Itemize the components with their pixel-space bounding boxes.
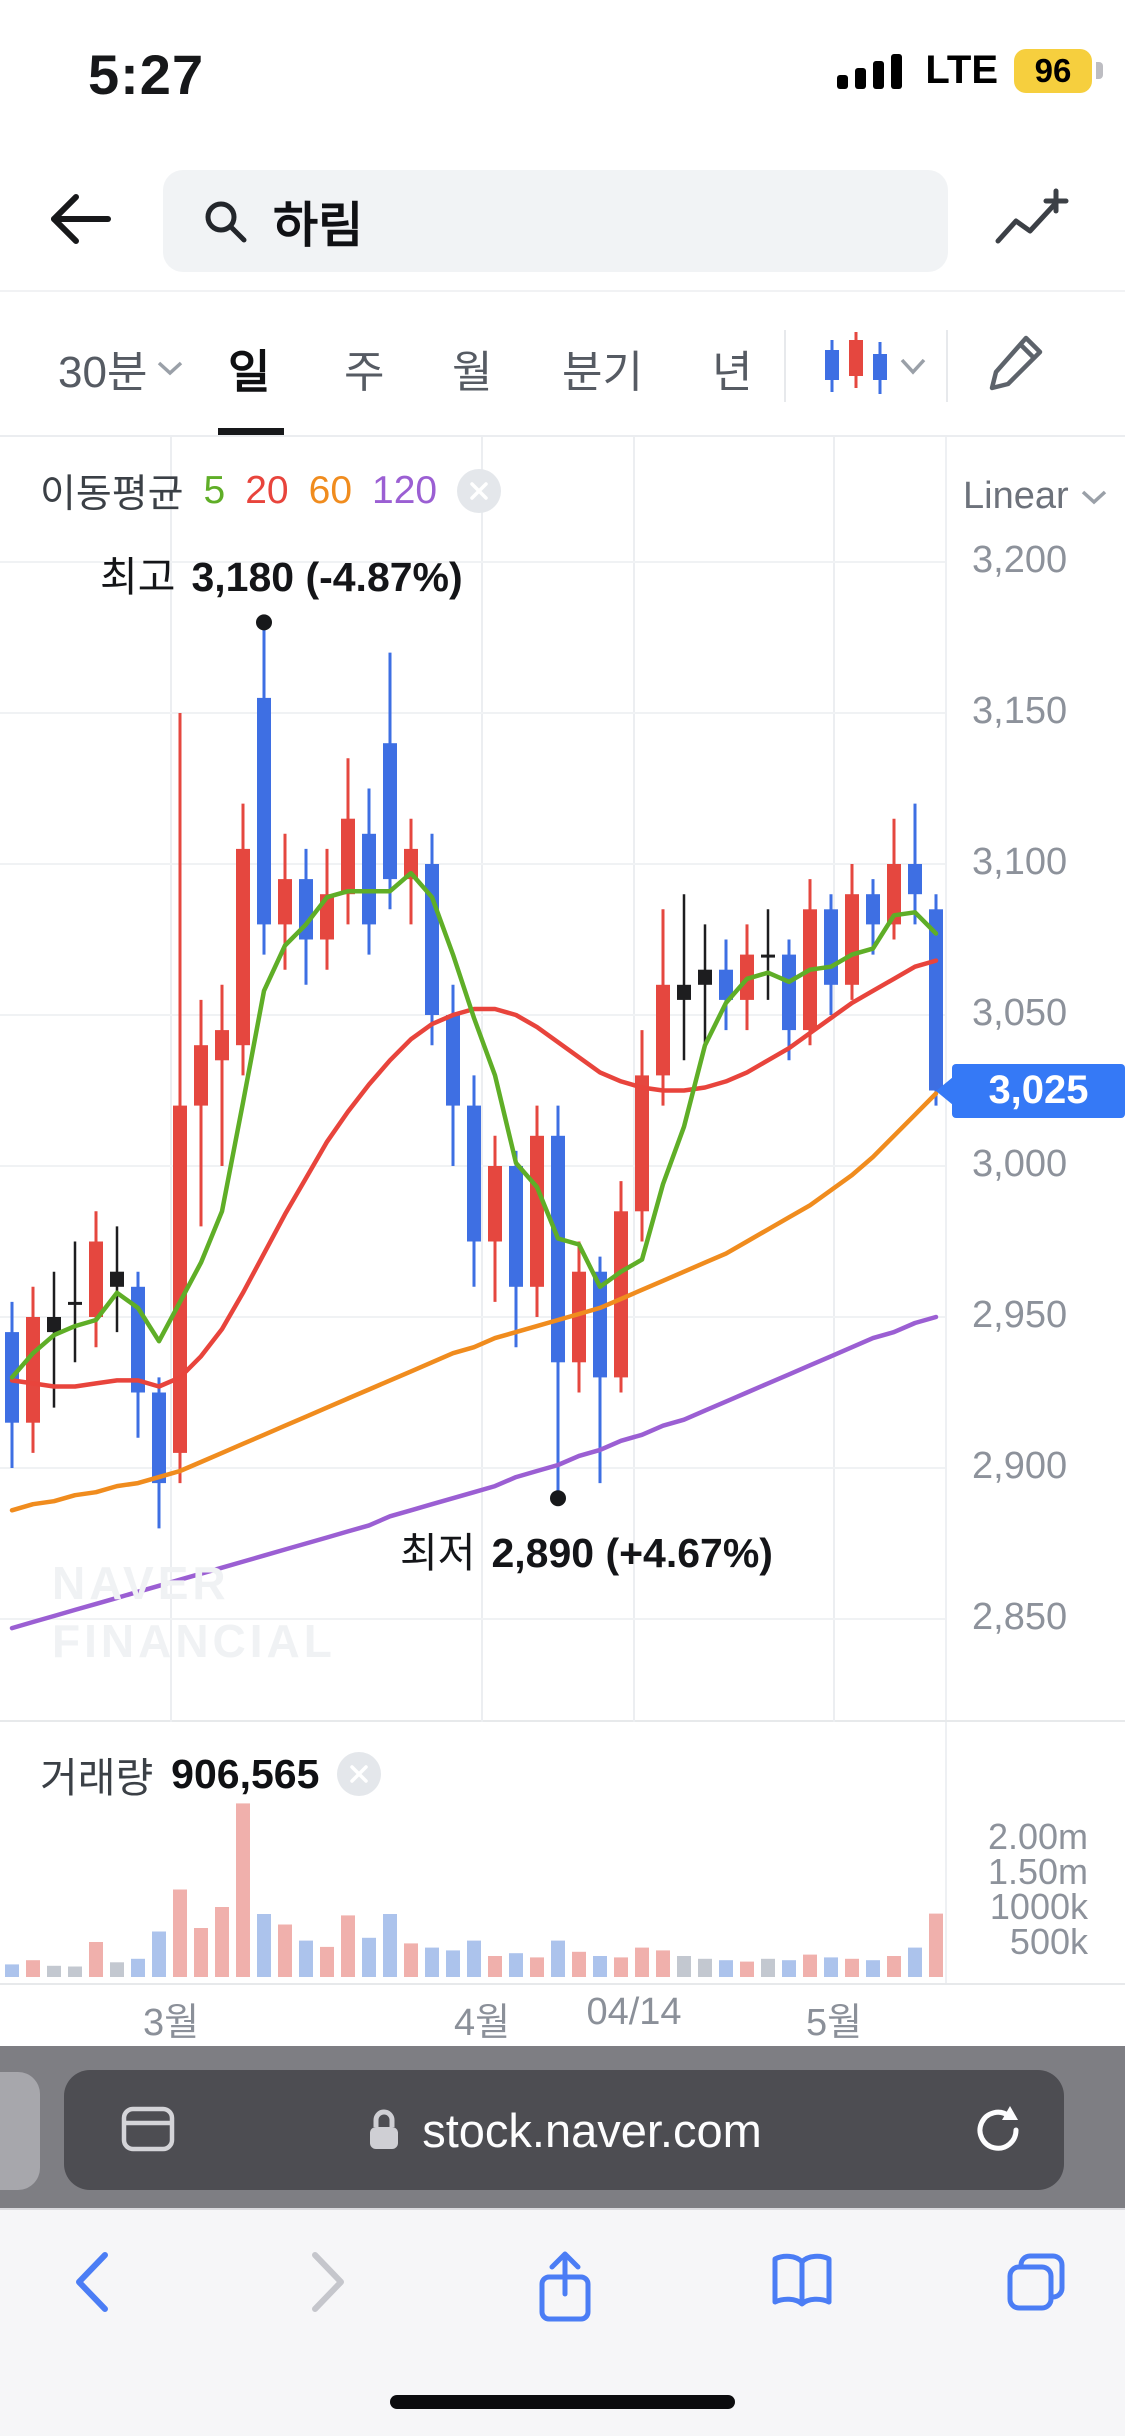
status-bar: 5:27 LTE 96 (0, 0, 1125, 155)
price-axis-label: 2,950 (972, 1294, 1068, 1336)
x-axis-label: 4월 (453, 2002, 511, 2044)
back-button[interactable] (44, 189, 114, 249)
volume-legend: 거래량 906,565 (40, 1744, 382, 1804)
volume-close-button[interactable] (337, 1752, 382, 1796)
divider (946, 330, 948, 402)
chevron-right-icon (312, 2252, 344, 2312)
bookmarks-button[interactable] (768, 2250, 836, 2317)
tab-30min[interactable]: 30분 (58, 336, 183, 400)
x-axis-label: 04/14 (586, 1991, 682, 2033)
tab-monthly[interactable]: 월 (452, 348, 493, 397)
divider (784, 330, 786, 402)
tab-daily[interactable]: 일 (228, 346, 271, 398)
volume-axis-label: 1.50m (987, 1851, 1088, 1892)
current-price-badge: 3,025 (952, 1063, 1125, 1118)
price-axis-label: 2,900 (972, 1445, 1068, 1487)
share-button[interactable] (535, 2250, 595, 2331)
pencil-icon (989, 335, 1043, 391)
moving-average-legend: 이동평균 5 20 60 120 (40, 463, 502, 519)
line-chart-plus-icon (995, 188, 1069, 244)
tab-yearly[interactable]: 년 (712, 348, 753, 397)
ma20-label: 20 (245, 469, 289, 512)
price-axis-label: 3,000 (972, 1143, 1068, 1185)
volume-axis-label: 2.00m (987, 1816, 1088, 1857)
low-annotation: 최저 2,890 (+4.67%) (400, 1530, 773, 1576)
home-indicator[interactable] (390, 2395, 735, 2409)
volume-chart[interactable] (0, 1722, 945, 1985)
scale-selector[interactable]: Linear (963, 475, 1107, 518)
candlestick-chart[interactable] (0, 437, 945, 1722)
price-axis-label: 3,150 (972, 690, 1068, 732)
page-window-icon (121, 2106, 175, 2152)
reload-button[interactable] (970, 2102, 1026, 2163)
tabs-button[interactable] (1004, 2250, 1068, 2319)
ma5-label: 5 (203, 469, 226, 512)
book-icon (772, 2253, 832, 2307)
battery-nub (1096, 62, 1103, 79)
browser-forward-button[interactable] (308, 2250, 348, 2319)
volume-value: 906,565 (171, 1750, 320, 1797)
tab-quarterly[interactable]: 분기 (562, 348, 643, 397)
close-icon (350, 1765, 369, 1783)
adjacent-tab-peek[interactable] (0, 2072, 40, 2190)
chevron-left-icon (76, 2252, 108, 2312)
header: 하림 (0, 155, 1125, 290)
chart-type-button[interactable] (818, 328, 928, 409)
reload-icon (977, 2106, 1019, 2151)
legend-title: 이동평균 (40, 473, 184, 516)
naver-financial-watermark: NAVER FINANCIAL (52, 1557, 336, 1667)
volume-axis-label: 1000k (989, 1886, 1088, 1927)
high-annotation: 최고 3,180 (-4.87%) (100, 554, 463, 600)
price-axis-label: 3,050 (972, 992, 1068, 1034)
volume-panel: 거래량 906,565 2.00m 1.50m 1000k 500k (0, 1722, 1125, 1985)
price-axis-label: 3,100 (972, 841, 1068, 883)
signal-strength-icon (837, 53, 903, 89)
x-axis-label: 3월 (142, 2002, 200, 2044)
add-chart-button[interactable] (992, 183, 1072, 259)
chevron-down-icon (1081, 490, 1106, 504)
volume-axis-label: 500k (1009, 1921, 1088, 1962)
safari-toolbar (0, 2208, 1125, 2436)
network-type-label: LTE (925, 48, 998, 92)
address-bar[interactable]: stock.naver.com (64, 2070, 1064, 2190)
axis-divider (945, 1722, 947, 1983)
legend-close-button[interactable] (457, 469, 502, 513)
tabs-icon (1007, 2253, 1065, 2311)
search-icon (205, 201, 247, 243)
page-settings-button[interactable] (120, 2104, 176, 2159)
url-label: stock.naver.com (422, 2103, 762, 2157)
chevron-down-icon (158, 361, 183, 376)
lock-icon (370, 2109, 399, 2149)
back-arrow-icon (51, 194, 111, 244)
search-input[interactable]: 하림 (163, 170, 948, 272)
price-chart-panel: 이동평균 5 20 60 120 Linear 최고 3,180 (-4.87%)… (0, 437, 1125, 1722)
close-icon (470, 482, 488, 500)
share-icon (539, 2251, 591, 2322)
ma60-label: 60 (308, 469, 353, 512)
battery-indicator: 96 (1014, 48, 1092, 93)
draw-button[interactable] (984, 328, 1050, 403)
search-query: 하림 (273, 198, 364, 253)
ma120-label: 120 (372, 469, 438, 512)
battery-percent: 96 (1034, 51, 1072, 89)
price-axis-label: 3,200 (972, 539, 1068, 581)
candlestick-type-icon (825, 332, 926, 394)
browser-back-button[interactable] (72, 2250, 112, 2319)
status-time: 5:27 (88, 43, 205, 106)
active-tab-underline (218, 428, 284, 435)
tab-weekly[interactable]: 주 (344, 348, 385, 397)
x-axis-label: 5월 (805, 2002, 863, 2044)
interval-tab-bar: 30분 일 주 월 분기 년 (0, 290, 1125, 437)
volume-title: 거래량 (40, 1755, 154, 1801)
x-axis: 3월 4월 04/14 5월 (0, 1985, 1125, 2046)
price-axis-label: 2,850 (972, 1596, 1068, 1638)
safari-address-row: stock.naver.com (0, 2046, 1125, 2208)
